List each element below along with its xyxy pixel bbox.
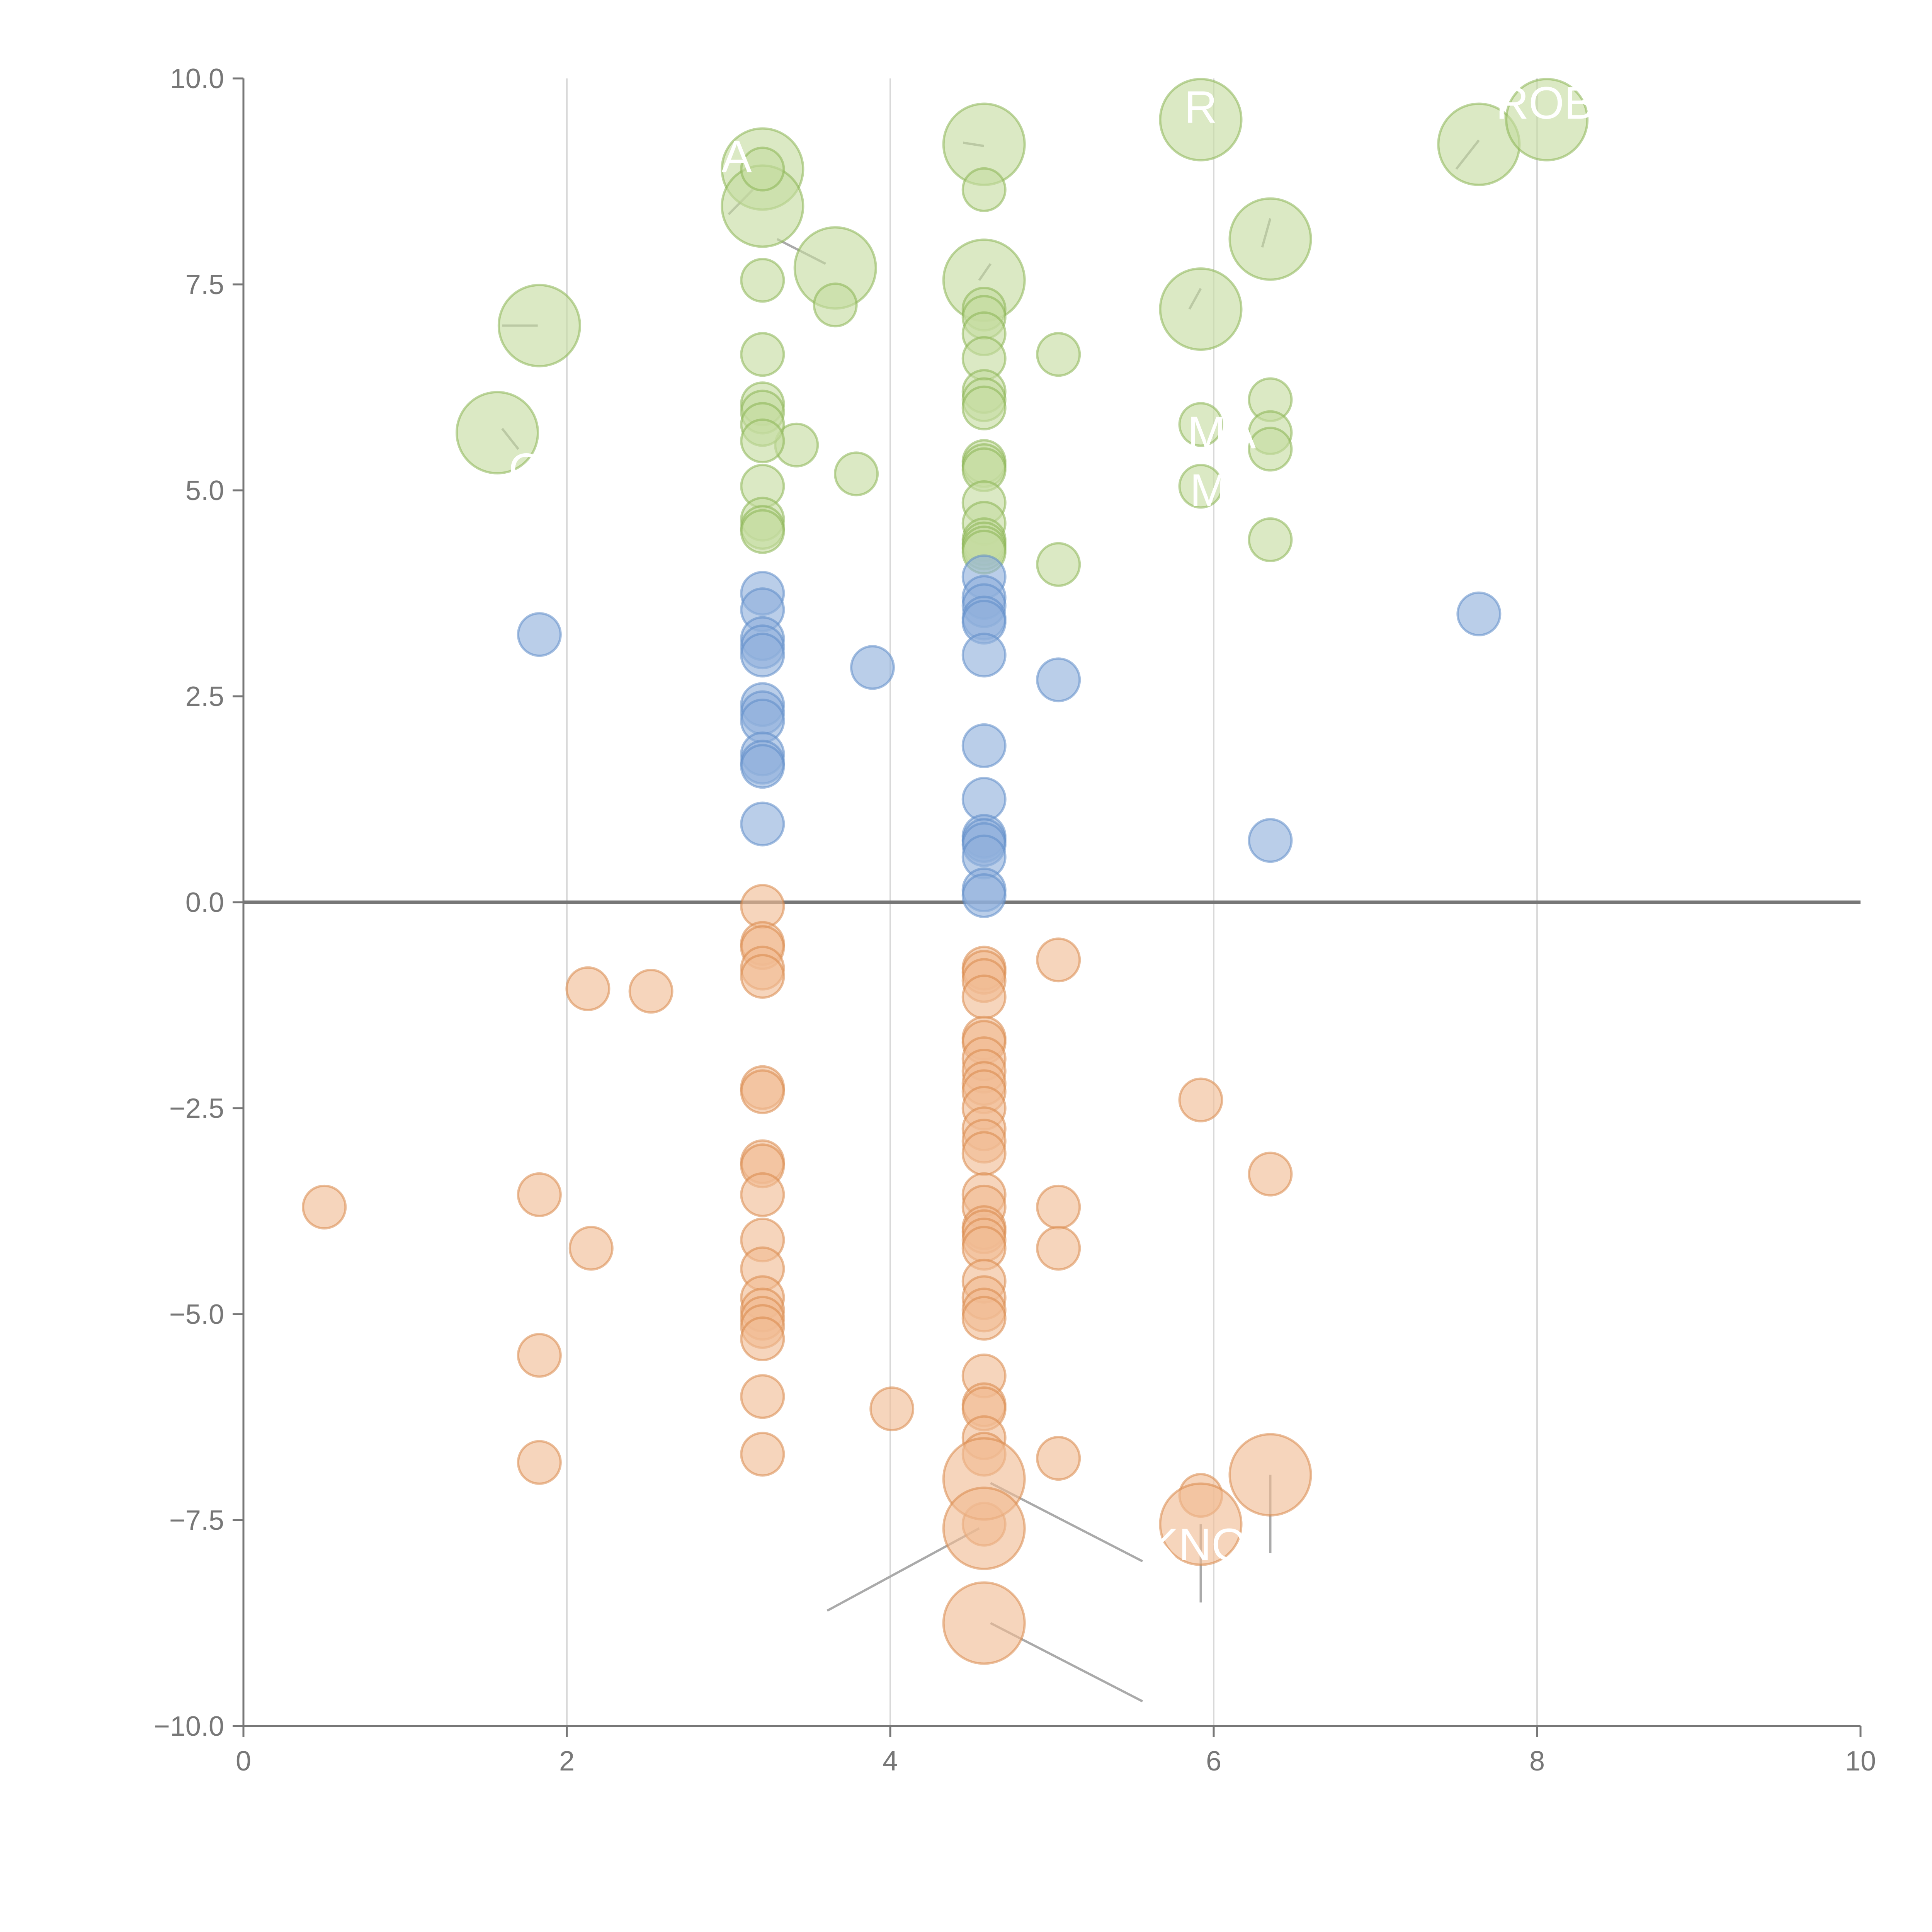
- bubble-label: KNO: [1148, 1519, 1247, 1570]
- negative-point: [1228, 1433, 1312, 1517]
- negative-point: [1036, 937, 1081, 983]
- x-tick-label: 10: [1845, 1746, 1876, 1777]
- axes-layer: 0 2 4 6 8 10 10.0 7.5 5.0 2.5 0.0 −2.5 −5.0 −7.5 −10.0: [154, 63, 1876, 1777]
- negative-point: [1178, 1077, 1223, 1122]
- neutral-point: [961, 723, 1007, 768]
- x-tick-label: 2: [559, 1746, 575, 1777]
- negative-point: [517, 1333, 562, 1378]
- positive-point: [1228, 197, 1312, 281]
- positive-point: [1505, 78, 1589, 162]
- negative-point: [565, 966, 611, 1011]
- negative-point: [740, 1432, 785, 1477]
- y-tick-label: −7.5: [169, 1505, 224, 1536]
- neutral-point: [961, 873, 1007, 918]
- negative-point: [740, 1316, 785, 1361]
- data-points: [302, 78, 1589, 1665]
- positive-point: [1248, 427, 1293, 472]
- negative-point: [1036, 1226, 1081, 1271]
- y-tick-label: 0.0: [185, 887, 224, 918]
- positive-point: [1248, 517, 1293, 562]
- positive-point: [497, 284, 581, 367]
- x-tick-label: 6: [1206, 1746, 1221, 1777]
- negative-point: [740, 1374, 785, 1419]
- negative-point: [961, 1131, 1007, 1176]
- negative-point: [942, 1581, 1026, 1665]
- negative-point: [961, 1296, 1007, 1341]
- neutral-point: [1248, 818, 1293, 863]
- negative-point: [740, 1172, 785, 1217]
- positive-point: [961, 167, 1007, 212]
- y-tick-label: −2.5: [169, 1093, 224, 1124]
- neutral-point: [517, 612, 562, 657]
- positive-point: [834, 451, 879, 497]
- positive-point: [740, 258, 785, 303]
- bubble-label: MA: [1187, 407, 1256, 458]
- positive-point: [1178, 464, 1223, 509]
- negative-point: [869, 1386, 915, 1432]
- negative-point: [1036, 1184, 1081, 1230]
- y-tick-label: 10.0: [170, 63, 224, 94]
- x-tick-label: 8: [1529, 1746, 1545, 1777]
- positive-point: [740, 418, 785, 464]
- positive-point: [1159, 78, 1243, 162]
- y-tick-label: 5.0: [185, 475, 224, 506]
- negative-point: [1159, 1482, 1243, 1566]
- negative-point: [568, 1226, 614, 1271]
- negative-point: [628, 969, 673, 1014]
- negative-point: [517, 1440, 562, 1485]
- y-tick-label: −5.0: [169, 1299, 224, 1330]
- negative-point: [517, 1172, 562, 1217]
- positive-point: [1159, 267, 1243, 351]
- bubble-label: O: [509, 444, 544, 495]
- positive-point: [1036, 332, 1081, 377]
- neutral-point: [1036, 657, 1081, 702]
- negative-point: [961, 975, 1007, 1020]
- x-tick-label: 4: [883, 1746, 898, 1777]
- positive-point: [813, 282, 858, 328]
- negative-point: [740, 1069, 785, 1114]
- neutral-point: [740, 801, 785, 847]
- positive-point: [740, 146, 785, 192]
- neutral-point: [1456, 591, 1502, 636]
- neutral-point: [740, 744, 785, 789]
- positive-point: [456, 391, 539, 474]
- positive-point: [740, 509, 785, 554]
- negative-point: [1036, 1436, 1081, 1481]
- y-tick-label: 2.5: [185, 681, 224, 712]
- neutral-point: [850, 645, 895, 690]
- positive-point: [740, 332, 785, 377]
- bubble-label: M: [1190, 465, 1228, 516]
- positive-point: [1178, 402, 1223, 447]
- bubble-label: ROB: [1496, 78, 1595, 129]
- positive-point: [1036, 542, 1081, 587]
- neutral-point: [961, 633, 1007, 678]
- y-tick-label: −10.0: [154, 1711, 224, 1742]
- negative-point: [942, 1486, 1026, 1570]
- bubble-label: A: [721, 131, 752, 182]
- bubble-label: R: [1184, 82, 1217, 133]
- bubble-labels: R ROB A MA M O KNO: [509, 78, 1594, 1570]
- negative-point: [302, 1184, 347, 1230]
- positive-point: [961, 385, 1007, 430]
- negative-point: [740, 954, 785, 999]
- neutral-point: [740, 633, 785, 678]
- negative-point: [1248, 1151, 1293, 1197]
- y-tick-label: 7.5: [185, 269, 224, 300]
- x-tick-label: 0: [236, 1746, 251, 1777]
